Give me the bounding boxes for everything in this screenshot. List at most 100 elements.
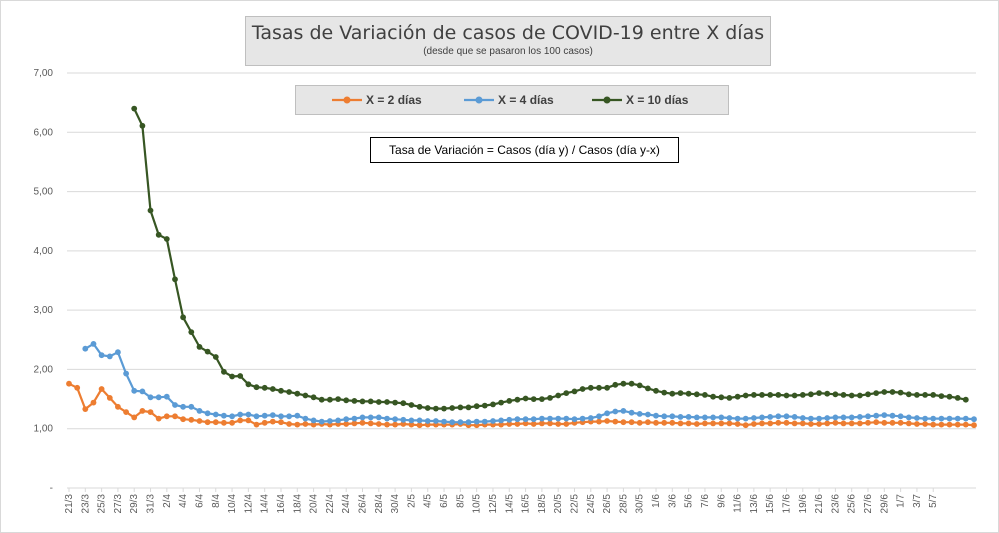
data-point (857, 392, 863, 399)
data-point (522, 416, 529, 423)
data-point (848, 392, 855, 399)
data-point (204, 410, 211, 417)
x-tick-label: 31/3 (146, 494, 157, 514)
x-tick-label: 3/7 (912, 494, 923, 508)
data-point (261, 412, 268, 419)
data-point (922, 421, 928, 427)
x-tick-label: 4/4 (178, 494, 189, 508)
data-point (767, 414, 774, 420)
data-point (702, 420, 708, 427)
x-tick-label: 8/4 (211, 494, 222, 508)
data-point (555, 415, 562, 422)
x-tick-label: 28/4 (374, 494, 385, 514)
data-point (726, 420, 733, 427)
data-point (359, 419, 366, 426)
data-point (775, 413, 782, 420)
data-point (522, 420, 529, 427)
data-point (147, 207, 154, 214)
data-point (269, 418, 276, 425)
data-point (555, 421, 562, 427)
data-point (767, 392, 774, 398)
data-point (930, 421, 937, 428)
data-point (188, 403, 195, 410)
data-point (155, 231, 162, 238)
data-point (498, 417, 504, 424)
data-point (873, 419, 880, 426)
data-point (139, 408, 146, 414)
data-point (490, 401, 496, 408)
data-point (506, 398, 513, 404)
data-point (742, 415, 749, 422)
data-point (816, 421, 822, 427)
data-point (310, 394, 317, 401)
legend-item-x2: X = 2 días (332, 86, 422, 114)
x-tick-label: 12/4 (243, 494, 254, 514)
data-point (905, 414, 912, 421)
data-point (775, 419, 782, 426)
data-point (751, 421, 757, 427)
data-point (155, 394, 162, 401)
data-point (229, 373, 236, 380)
data-point (245, 381, 252, 388)
data-point (253, 421, 260, 428)
data-point (237, 373, 244, 379)
x-tick-label: 11/6 (733, 494, 744, 513)
data-point (302, 421, 309, 427)
data-point (938, 421, 945, 428)
data-point (367, 414, 374, 421)
data-point (759, 392, 765, 398)
data-point (938, 393, 945, 399)
data-point (115, 349, 121, 356)
data-point (636, 411, 643, 417)
annotation-formula: Tasa de Variación = Casos (día y) / Caso… (389, 143, 660, 157)
data-point (710, 393, 716, 400)
data-point (759, 414, 765, 421)
data-point (416, 422, 423, 429)
x-tick-label: 14/5 (504, 494, 515, 514)
data-point (693, 414, 700, 421)
data-point (840, 420, 847, 427)
data-point (375, 414, 382, 421)
data-point (400, 421, 407, 427)
legend-item-x4: X = 4 días (464, 86, 554, 114)
chart-title: Tasas de Variación de casos de COVID-19 … (251, 22, 765, 44)
x-tick-label: 21/6 (814, 494, 825, 514)
data-point (269, 386, 276, 392)
data-point (710, 420, 716, 427)
x-tick-label: 17/6 (781, 494, 792, 514)
data-point (930, 392, 937, 398)
data-point (799, 415, 806, 421)
data-point (473, 403, 480, 410)
data-point (449, 405, 456, 411)
data-point (457, 404, 464, 411)
data-point (481, 418, 488, 425)
data-point (742, 422, 749, 429)
data-point (188, 329, 195, 335)
data-point (82, 345, 89, 352)
data-point (824, 415, 831, 421)
data-point (539, 415, 545, 422)
x-tick-label: 30/4 (390, 494, 401, 514)
x-tick-label: 22/5 (569, 494, 580, 514)
data-point (278, 387, 284, 394)
data-point (473, 418, 480, 425)
x-tick-label: 12/5 (488, 494, 499, 514)
data-point (163, 413, 170, 420)
data-point (506, 416, 513, 423)
data-point (547, 415, 553, 422)
data-point (245, 417, 252, 424)
data-point (172, 276, 178, 283)
x-tick-label: 20/5 (553, 494, 564, 514)
x-tick-label: 30/5 (635, 494, 646, 514)
data-point (620, 419, 627, 426)
data-point (857, 420, 863, 427)
data-point (498, 399, 504, 406)
data-point (718, 414, 725, 421)
data-point (685, 420, 692, 427)
data-point (74, 384, 81, 391)
x-tick-label: 20/4 (309, 494, 320, 514)
data-point (628, 380, 635, 387)
data-point (661, 413, 668, 420)
data-point (946, 393, 953, 400)
